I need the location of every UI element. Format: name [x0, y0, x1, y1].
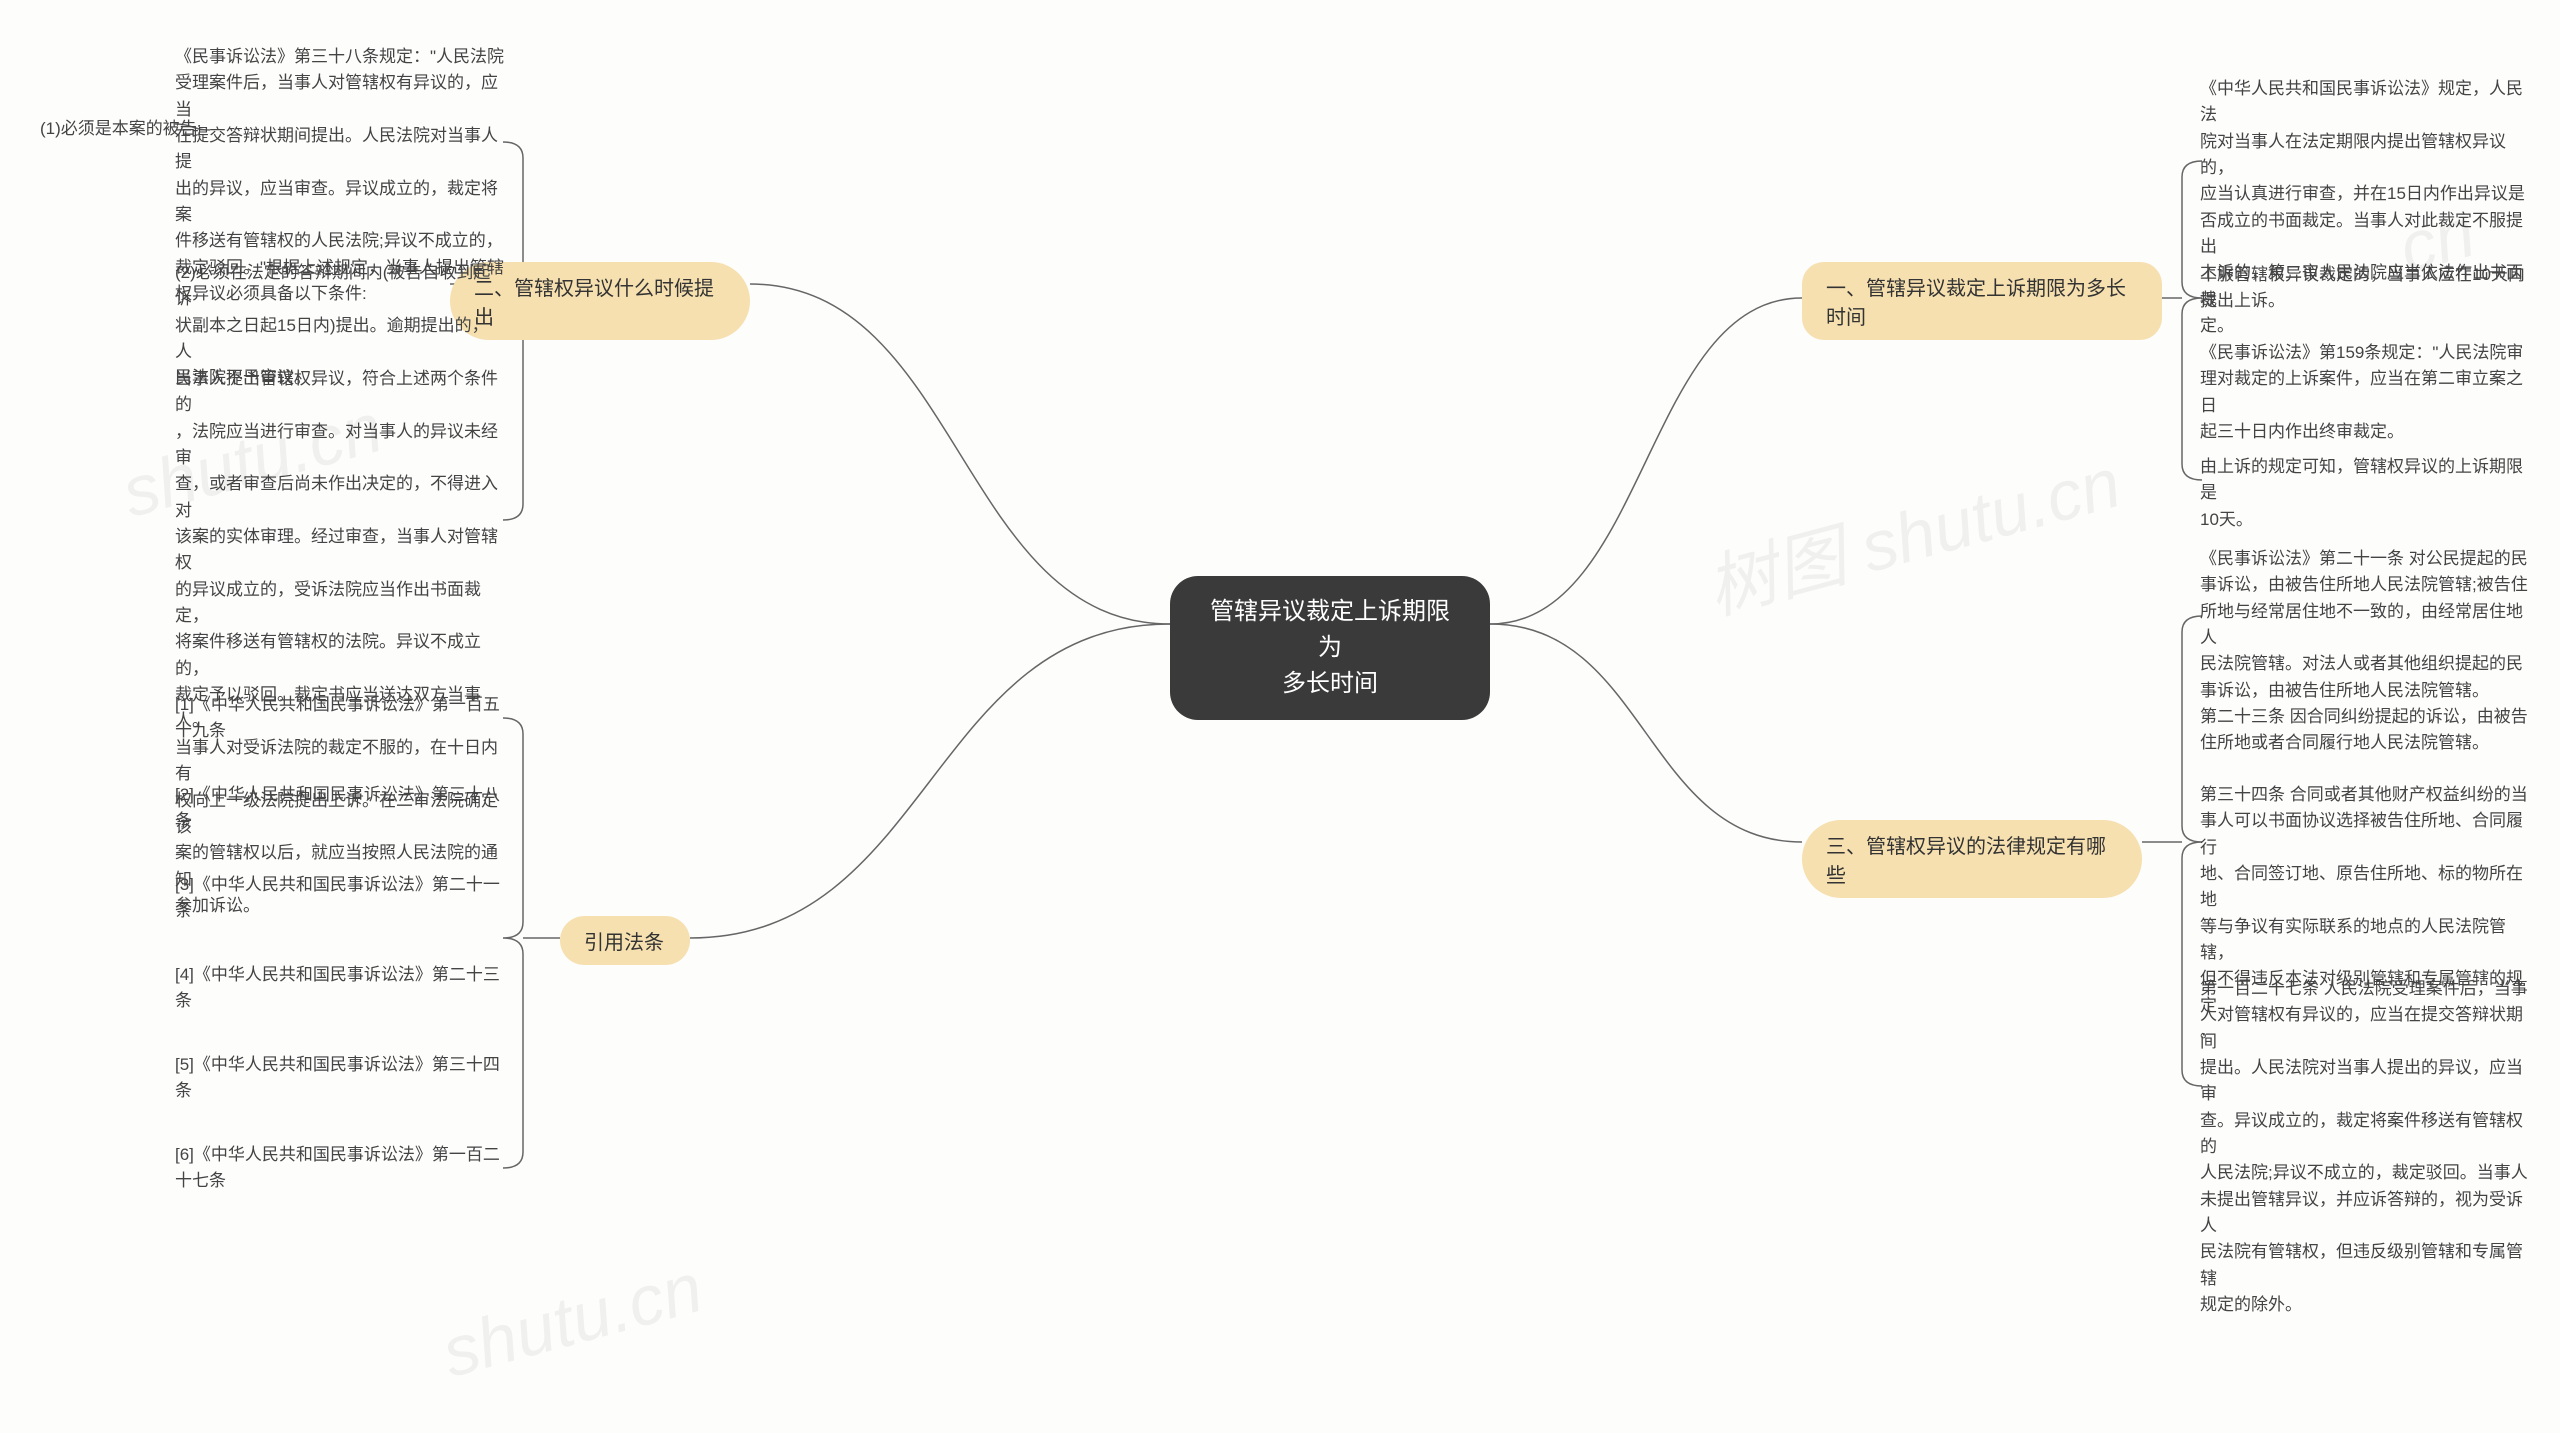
leaf-node: [2]《中华人民共和国民事诉讼法》第三十八 条 — [175, 782, 505, 835]
leaf-node: 《民事诉讼法》第159条规定："人民法院审 理对裁定的上诉案件，应当在第二审立案… — [2200, 340, 2530, 445]
leaf-node: [1]《中华人民共和国民事诉讼法》第一百五 十九条 — [175, 692, 505, 745]
leaf-node: (1)必须是本案的被告; — [40, 116, 210, 142]
leaf-node: 当事人提出管辖权异议，符合上述两个条件的 ，法院应当进行审查。对当事人的异议未经… — [175, 366, 505, 919]
branch-node: 一、管辖异议裁定上诉期限为多长 时间 — [1802, 262, 2162, 340]
leaf-node: 由上诉的规定可知，管辖权异议的上诉期限是 10天。 — [2200, 454, 2530, 533]
leaf-node: 第一百二十七条 人民法院受理案件后，当事 人对管辖权有异议的，应当在提交答辩状期… — [2200, 976, 2530, 1318]
branch-node: 引用法条 — [560, 916, 690, 965]
leaf-node: 第二十三条 因合同纠纷提起的诉讼，由被告 住所地或者合同履行地人民法院管辖。 — [2200, 704, 2530, 757]
leaf-node: [4]《中华人民共和国民事诉讼法》第二十三 条 — [175, 962, 505, 1015]
center-node: 管辖异议裁定上诉期限为 多长时间 — [1170, 576, 1490, 720]
leaf-node: [6]《中华人民共和国民事诉讼法》第一百二 十七条 — [175, 1142, 505, 1195]
leaf-node: [5]《中华人民共和国民事诉讼法》第三十四 条 — [175, 1052, 505, 1105]
leaf-node: [3]《中华人民共和国民事诉讼法》第二十一 条 — [175, 872, 505, 925]
branch-node: 三、管辖权异议的法律规定有哪些 — [1802, 820, 2142, 898]
leaf-node: 不服管辖权异议裁定的，当事人应在10天内 提出上诉。 — [2200, 262, 2530, 315]
leaf-node: 《民事诉讼法》第二十一条 对公民提起的民 事诉讼，由被告住所地人民法院管辖;被告… — [2200, 546, 2530, 704]
